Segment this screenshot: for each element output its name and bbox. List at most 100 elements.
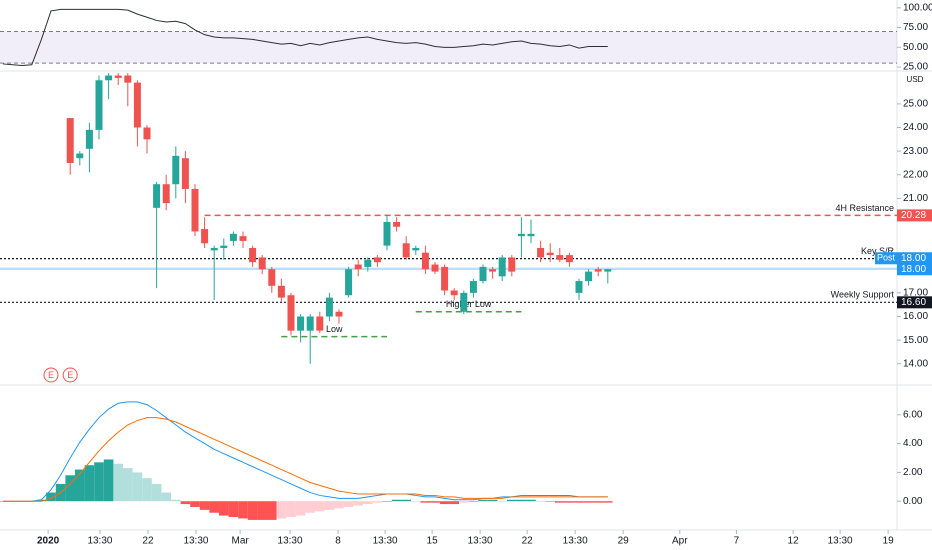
x-tick-label: Apr (672, 536, 688, 547)
level-price: 16.60 (901, 297, 926, 308)
y-tick-label: 25.00 (903, 62, 928, 73)
candle-body (172, 155, 180, 185)
histogram-bar (603, 501, 613, 503)
y-tick-label: 15.00 (903, 335, 928, 346)
candle-body (402, 243, 410, 258)
candle-body (85, 129, 93, 149)
histogram-bar (516, 499, 527, 502)
candle-body (210, 247, 218, 251)
histogram-bar (36, 499, 47, 502)
histogram-bar (276, 501, 287, 519)
histogram-bar (411, 501, 421, 502)
x-tick-label: 29 (618, 536, 630, 547)
currency: USD (907, 75, 924, 84)
histogram-bar (315, 501, 325, 512)
x-tick-label: 13:30 (563, 536, 588, 547)
candle-body (479, 266, 487, 282)
x-tick-label: 13:30 (183, 536, 208, 547)
candle-body (441, 266, 449, 291)
x-tick-label: 8 (335, 536, 341, 547)
candle-body (489, 269, 497, 272)
histogram-bar (593, 501, 603, 503)
y-tick-label: 75.00 (903, 22, 928, 33)
event-marker (43, 367, 59, 383)
x-tick-label: 19 (883, 536, 895, 547)
y-tick-label: 16.00 (903, 311, 928, 322)
histogram-bar (372, 501, 383, 503)
candle-body (335, 311, 343, 317)
tag-label: Post (877, 253, 896, 263)
candle-body (354, 264, 362, 270)
histogram-bar (324, 501, 335, 510)
candle-body (287, 295, 295, 331)
histogram-bar (286, 501, 296, 518)
histogram-bar (199, 501, 210, 510)
candle-body (268, 269, 276, 286)
histogram-bar (497, 501, 507, 502)
price-tag-box (897, 263, 932, 276)
x-tick-label: 13:30 (373, 536, 398, 547)
histogram-bar (535, 501, 546, 502)
histogram-bar (353, 501, 363, 506)
candle-body (114, 75, 122, 78)
y-tick-label: 25.00 (903, 99, 928, 110)
x-tick-label: 2020 (37, 536, 60, 547)
y-tick-label: 14.00 (903, 358, 928, 369)
level-label: Higher Low (446, 299, 492, 309)
histogram-bar (113, 463, 123, 502)
candle-body (575, 281, 583, 293)
candle-body (181, 158, 189, 189)
histogram-bar (343, 501, 354, 507)
x-tick-label: 13:30 (87, 536, 112, 547)
histogram-bar (507, 499, 517, 502)
candle-body (556, 255, 564, 260)
histogram-bar (334, 501, 344, 509)
histogram-bar (180, 501, 191, 505)
histogram-bar (84, 465, 95, 502)
histogram-bar (545, 501, 555, 502)
candle-body (153, 184, 161, 208)
candle-body (124, 75, 132, 83)
histogram-bar (564, 501, 575, 503)
histogram-bar (228, 501, 239, 518)
x-tick-label: 12 (788, 536, 800, 547)
histogram-bar (132, 472, 143, 502)
event-label: E (48, 370, 54, 380)
y-tick-label: 17.00 (903, 288, 928, 299)
level-label: Key S/R (861, 246, 895, 256)
macd-line (3, 401, 608, 502)
candle-body (469, 281, 477, 293)
y-tick-label: 24.00 (903, 122, 928, 133)
candle-body (297, 316, 305, 331)
rsi-line (2, 8, 608, 67)
candle-body (133, 82, 141, 128)
candle-body (393, 222, 401, 227)
histogram-bar (478, 499, 488, 502)
candle-body (565, 255, 573, 263)
histogram-bar (305, 501, 315, 513)
y-tick-label: 4.00 (903, 438, 923, 449)
y-tick-label: 6.00 (903, 409, 923, 420)
candle-body (258, 257, 266, 270)
candle-body (537, 247, 545, 258)
candle-body (345, 269, 353, 296)
candle-body (383, 222, 391, 246)
histogram-bar (449, 501, 459, 505)
y-tick-label: 100.00 (903, 2, 932, 13)
histogram-bar (583, 501, 594, 503)
histogram-bar (75, 469, 85, 502)
event-marker (62, 367, 78, 383)
candle-body (421, 252, 429, 270)
level-label: 4H Resistance (835, 203, 894, 213)
x-tick-label: 7 (734, 536, 740, 547)
histogram-bar (219, 501, 229, 516)
y-tick-label: 2.00 (903, 467, 923, 478)
candle-body (239, 236, 247, 241)
candle-body (604, 269, 612, 272)
x-tick-label: 13:30 (828, 536, 853, 547)
y-tick-label: 21.00 (903, 193, 928, 204)
candle-body (162, 184, 170, 204)
x-tick-label: 15 (427, 536, 439, 547)
x-tick-label: 22 (142, 536, 154, 547)
